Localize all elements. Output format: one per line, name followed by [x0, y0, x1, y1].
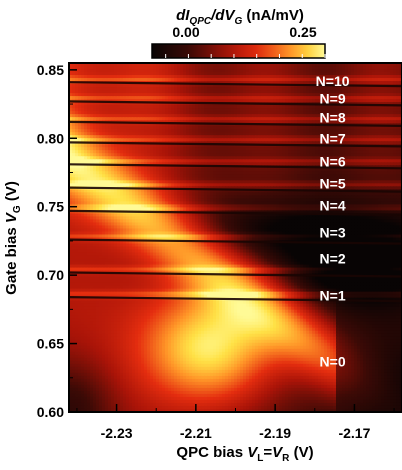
- colorbar-tick-label: 0.25: [289, 24, 316, 40]
- occupation-label: N=4: [320, 197, 346, 213]
- title-slash: /d: [210, 7, 225, 24]
- xlabel-units: (V): [289, 444, 313, 461]
- occupation-label: N=3: [320, 225, 346, 241]
- x-tick-label: -2.19: [259, 425, 291, 441]
- occupation-label: N=8: [320, 110, 346, 126]
- y-tick-label: 0.75: [37, 199, 64, 215]
- x-tick-label: -2.23: [101, 425, 133, 441]
- y-tick-label: 0.85: [37, 62, 64, 78]
- occupation-label: N=9: [320, 91, 346, 107]
- occupation-label: N=5: [320, 175, 346, 191]
- colorbar-gradient: [152, 44, 325, 58]
- y-axis-label: Gate bias VG (V): [3, 181, 23, 295]
- x-tick-label: -2.21: [180, 425, 212, 441]
- xlabel-pre: QPC bias: [176, 444, 247, 461]
- ylabel-pre: Gate bias: [3, 223, 20, 295]
- occupation-label: N=7: [320, 130, 346, 146]
- x-tick-label: -2.17: [338, 425, 370, 441]
- title-d1: dI: [176, 7, 190, 24]
- occupation-label: N=6: [320, 154, 346, 170]
- y-tick-label: 0.70: [37, 267, 64, 283]
- occupation-label: N=1: [320, 288, 346, 304]
- colorbar-tick-label: 0.00: [172, 24, 199, 40]
- xlabel-eq: =: [263, 444, 272, 461]
- title-units: (nA/mV): [242, 7, 304, 24]
- occupation-label: N=10: [316, 73, 350, 89]
- y-tick-label: 0.80: [37, 130, 64, 146]
- heatmap: [69, 63, 402, 413]
- ylabel-units: (V): [3, 181, 20, 205]
- y-tick-label: 0.65: [37, 336, 64, 352]
- x-axis-label: QPC bias VL=VR (V): [176, 444, 313, 464]
- occupation-label: N=0: [320, 353, 346, 369]
- occupation-label: N=2: [320, 251, 346, 267]
- colorbar: [152, 44, 325, 58]
- y-tick-label: 0.60: [37, 404, 64, 420]
